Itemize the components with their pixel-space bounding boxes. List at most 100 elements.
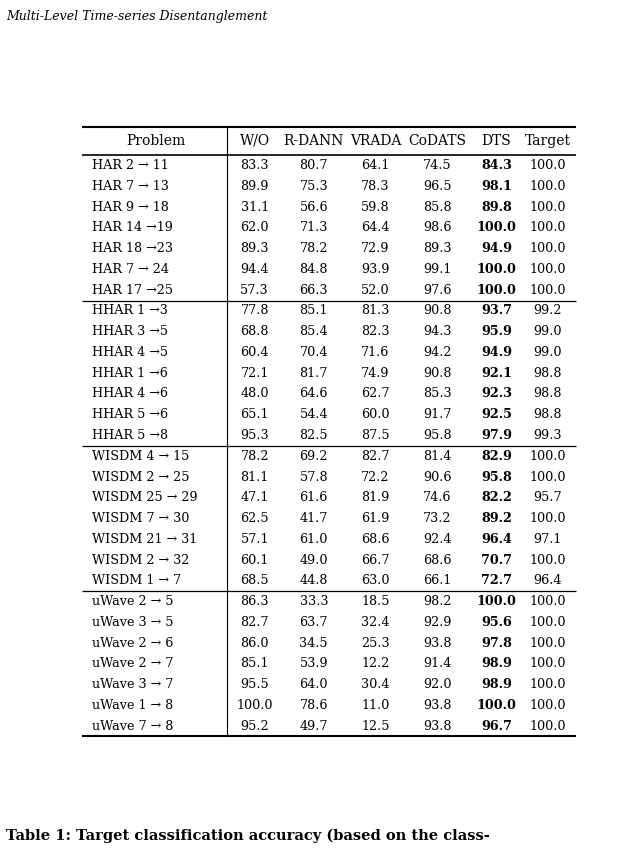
Text: 100.0: 100.0 xyxy=(529,595,566,608)
Text: 54.4: 54.4 xyxy=(300,408,328,421)
Text: 97.1: 97.1 xyxy=(534,533,562,546)
Text: 78.6: 78.6 xyxy=(300,699,328,711)
Text: 64.1: 64.1 xyxy=(362,159,390,172)
Text: 100.0: 100.0 xyxy=(529,637,566,650)
Text: 83.3: 83.3 xyxy=(241,159,269,172)
Text: 100.0: 100.0 xyxy=(529,699,566,711)
Text: 95.6: 95.6 xyxy=(481,616,512,628)
Text: 85.8: 85.8 xyxy=(423,201,452,214)
Text: 92.0: 92.0 xyxy=(423,678,451,691)
Text: HHAR 1 →3: HHAR 1 →3 xyxy=(92,304,168,317)
Text: 64.4: 64.4 xyxy=(361,221,390,234)
Text: 62.0: 62.0 xyxy=(241,221,269,234)
Text: 96.7: 96.7 xyxy=(481,720,512,733)
Text: 70.4: 70.4 xyxy=(300,346,328,359)
Text: 99.0: 99.0 xyxy=(534,346,562,359)
Text: 57.3: 57.3 xyxy=(241,284,269,297)
Text: Multi-Level Time-series Disentanglement: Multi-Level Time-series Disentanglement xyxy=(6,10,268,23)
Text: 44.8: 44.8 xyxy=(300,574,328,588)
Text: HHAR 5 →6: HHAR 5 →6 xyxy=(92,408,168,421)
Text: 71.3: 71.3 xyxy=(300,221,328,234)
Text: uWave 7 → 8: uWave 7 → 8 xyxy=(92,720,174,733)
Text: 66.3: 66.3 xyxy=(300,284,328,297)
Text: 93.8: 93.8 xyxy=(423,637,451,650)
Text: HAR 9 → 18: HAR 9 → 18 xyxy=(92,201,169,214)
Text: 84.8: 84.8 xyxy=(300,263,328,276)
Text: 61.0: 61.0 xyxy=(300,533,328,546)
Text: W/O: W/O xyxy=(239,134,269,148)
Text: 89.3: 89.3 xyxy=(241,243,269,255)
Text: 72.7: 72.7 xyxy=(481,574,512,588)
Text: 98.2: 98.2 xyxy=(423,595,451,608)
Text: 100.0: 100.0 xyxy=(476,699,516,711)
Text: 95.8: 95.8 xyxy=(423,429,452,442)
Text: 64.6: 64.6 xyxy=(300,388,328,400)
Text: 91.4: 91.4 xyxy=(423,657,451,670)
Text: 49.0: 49.0 xyxy=(300,554,328,566)
Text: 94.9: 94.9 xyxy=(481,243,512,255)
Text: 82.7: 82.7 xyxy=(361,449,390,463)
Text: 95.8: 95.8 xyxy=(481,471,512,483)
Text: 60.0: 60.0 xyxy=(361,408,390,421)
Text: 60.1: 60.1 xyxy=(241,554,269,566)
Text: uWave 2 → 6: uWave 2 → 6 xyxy=(92,637,174,650)
Text: 82.3: 82.3 xyxy=(361,326,390,338)
Text: 85.1: 85.1 xyxy=(241,657,269,670)
Text: 95.2: 95.2 xyxy=(241,720,269,733)
Text: Problem: Problem xyxy=(126,134,186,148)
Text: 100.0: 100.0 xyxy=(529,243,566,255)
Text: WISDM 2 → 25: WISDM 2 → 25 xyxy=(92,471,190,483)
Text: 70.7: 70.7 xyxy=(481,554,512,566)
Text: 31.1: 31.1 xyxy=(241,201,269,214)
Text: 85.4: 85.4 xyxy=(300,326,328,338)
Text: 89.8: 89.8 xyxy=(481,201,512,214)
Text: R-DANN: R-DANN xyxy=(284,134,344,148)
Text: uWave 3 → 7: uWave 3 → 7 xyxy=(92,678,174,691)
Text: 90.6: 90.6 xyxy=(423,471,451,483)
Text: 97.9: 97.9 xyxy=(481,429,512,442)
Text: HHAR 1 →6: HHAR 1 →6 xyxy=(92,366,168,380)
Text: 89.3: 89.3 xyxy=(423,243,451,255)
Text: 89.9: 89.9 xyxy=(241,180,269,193)
Text: 84.3: 84.3 xyxy=(481,159,512,172)
Text: 100.0: 100.0 xyxy=(529,159,566,172)
Text: 66.7: 66.7 xyxy=(361,554,390,566)
Text: 100.0: 100.0 xyxy=(236,699,273,711)
Text: 18.5: 18.5 xyxy=(361,595,390,608)
Text: 61.9: 61.9 xyxy=(362,512,390,525)
Text: 77.8: 77.8 xyxy=(241,304,269,317)
Text: 72.9: 72.9 xyxy=(361,243,390,255)
Text: HAR 14 →19: HAR 14 →19 xyxy=(92,221,173,234)
Text: 33.3: 33.3 xyxy=(300,595,328,608)
Text: 100.0: 100.0 xyxy=(529,720,566,733)
Text: 99.0: 99.0 xyxy=(534,326,562,338)
Text: 94.4: 94.4 xyxy=(241,263,269,276)
Text: WISDM 2 → 32: WISDM 2 → 32 xyxy=(92,554,190,566)
Text: 96.5: 96.5 xyxy=(423,180,452,193)
Text: 100.0: 100.0 xyxy=(529,471,566,483)
Text: 68.6: 68.6 xyxy=(361,533,390,546)
Text: 81.9: 81.9 xyxy=(362,491,390,505)
Text: DTS: DTS xyxy=(481,134,511,148)
Text: 82.7: 82.7 xyxy=(241,616,269,628)
Text: 86.0: 86.0 xyxy=(241,637,269,650)
Text: 98.8: 98.8 xyxy=(534,408,562,421)
Text: 100.0: 100.0 xyxy=(529,449,566,463)
Text: WISDM 21 → 31: WISDM 21 → 31 xyxy=(92,533,198,546)
Text: Target: Target xyxy=(525,134,571,148)
Text: WISDM 7 → 30: WISDM 7 → 30 xyxy=(92,512,190,525)
Text: 94.9: 94.9 xyxy=(481,346,512,359)
Text: 100.0: 100.0 xyxy=(529,678,566,691)
Text: uWave 1 → 8: uWave 1 → 8 xyxy=(92,699,173,711)
Text: 72.2: 72.2 xyxy=(361,471,390,483)
Text: 92.3: 92.3 xyxy=(481,388,512,400)
Text: 74.9: 74.9 xyxy=(361,366,390,380)
Text: 68.8: 68.8 xyxy=(241,326,269,338)
Text: 63.0: 63.0 xyxy=(361,574,390,588)
Text: 93.9: 93.9 xyxy=(361,263,390,276)
Text: 82.5: 82.5 xyxy=(300,429,328,442)
Text: 100.0: 100.0 xyxy=(529,180,566,193)
Text: 95.9: 95.9 xyxy=(481,326,512,338)
Text: 56.6: 56.6 xyxy=(300,201,328,214)
Text: 66.1: 66.1 xyxy=(423,574,451,588)
